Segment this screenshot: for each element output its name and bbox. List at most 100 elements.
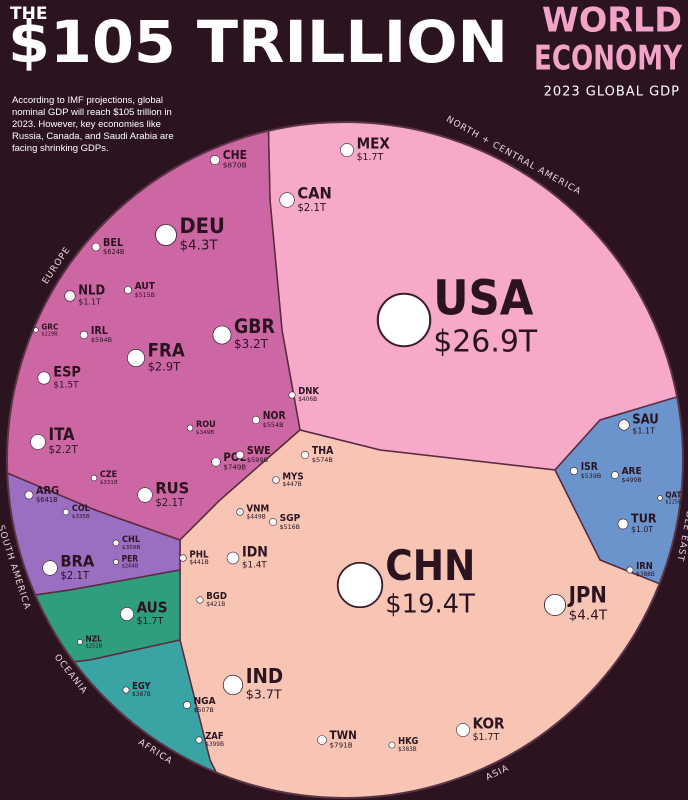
country-value: $229B	[41, 331, 58, 337]
country-name: COL	[72, 504, 90, 514]
country-name: GBR	[234, 315, 275, 338]
country-name: SGP	[280, 513, 301, 524]
country-name: ARE	[622, 466, 642, 477]
country-bubble	[33, 327, 39, 333]
country-name: JPN	[567, 584, 607, 609]
country-bubble	[79, 330, 89, 340]
country-bubble	[456, 723, 470, 737]
country-name: VNM	[246, 503, 269, 514]
country-value: $252B	[86, 643, 103, 649]
country-bubble	[236, 508, 244, 516]
country-bubble	[62, 508, 70, 516]
country-value: $3.2T	[234, 337, 269, 351]
country-value: $1.7T	[473, 732, 500, 743]
description: According to IMF projections, global nom…	[12, 95, 174, 154]
outline	[6, 121, 684, 799]
country-value: $624B	[103, 248, 125, 256]
country-bubble	[235, 450, 245, 460]
country-value: $1.7T	[357, 152, 384, 163]
country-value: $447B	[282, 481, 301, 488]
country-name: IND	[246, 664, 283, 688]
country-value: $641B	[36, 496, 58, 504]
country-bubble	[657, 495, 663, 501]
country-bubble	[222, 674, 244, 696]
country-bubble	[543, 593, 567, 617]
country-bubble	[226, 551, 240, 565]
country-value: $399B	[205, 742, 224, 748]
country-bubble	[618, 419, 630, 431]
country-bubble	[77, 639, 83, 645]
country-value: $507B	[194, 707, 214, 714]
country-value: $331B	[100, 480, 118, 486]
country-bubble	[300, 450, 310, 460]
country-name: CHE	[223, 148, 247, 162]
country-value: $406B	[298, 397, 317, 403]
subtitle: WORLD	[542, 1, 682, 41]
country-bubble	[179, 554, 187, 562]
country-value: $2.1T	[297, 203, 327, 214]
country-name: EGY	[132, 681, 151, 692]
country-value: $870B	[223, 161, 247, 170]
country-value: $349B	[196, 430, 214, 436]
country-bubble	[209, 154, 221, 166]
country-name: ESP	[53, 365, 81, 381]
country-value: $264B	[122, 564, 139, 570]
country-name: PER	[122, 553, 139, 563]
country-value: $335B	[72, 514, 90, 520]
country-value: $2.2T	[49, 444, 79, 456]
title-prefix: THE	[10, 4, 47, 24]
country-name: TWN	[329, 728, 356, 742]
country-value: $387B	[132, 692, 151, 698]
country-value: $441B	[189, 559, 208, 566]
country-value: $19.4T	[385, 589, 475, 619]
country-name: SAU	[632, 413, 658, 428]
country-name: BGD	[206, 591, 227, 602]
country-value: $26.9T	[433, 325, 538, 360]
country-bubble	[113, 559, 119, 565]
country-bubble	[24, 490, 34, 500]
country-bubble	[186, 424, 194, 432]
country-name: AUS	[137, 599, 168, 617]
country-name: THA	[312, 445, 334, 457]
country-value: $599B	[247, 456, 269, 464]
country-name: RUS	[155, 478, 189, 497]
country-name: MYS	[282, 471, 303, 482]
country-bubble	[611, 471, 619, 479]
country-bubble	[124, 286, 132, 294]
country-name: HKG	[398, 736, 418, 747]
country-bubble	[30, 434, 46, 450]
country-bubble	[317, 735, 327, 745]
country-value: $2.9T	[148, 359, 182, 373]
country-bubble	[617, 518, 629, 530]
country-name: IRL	[91, 325, 108, 337]
country-bubble	[336, 561, 384, 609]
country-bubble	[42, 560, 58, 576]
country-bubble	[90, 474, 98, 482]
country-name: ZAF	[205, 731, 224, 742]
country-value: $4.4T	[569, 608, 608, 624]
country-value: $359B	[122, 545, 140, 551]
country-name: IDN	[242, 545, 268, 561]
country-value: $449B	[246, 514, 265, 521]
chart-title: $105 TRILLION	[8, 8, 508, 76]
country-bubble	[212, 325, 232, 345]
country-bubble	[251, 415, 261, 425]
country-name: CZE	[100, 470, 117, 480]
country-name: GRC	[41, 321, 58, 331]
country-value: $499B	[622, 477, 642, 484]
country-bubble	[288, 391, 296, 399]
country-name: TUR	[631, 511, 657, 526]
country-value: $554B	[263, 421, 284, 429]
country-bubble	[37, 371, 51, 385]
country-bubble	[155, 224, 177, 246]
country-value: $594B	[91, 336, 113, 344]
country-value: $1.4T	[242, 560, 267, 570]
country-name: KOR	[473, 715, 505, 733]
country-name: AUT	[135, 281, 156, 292]
country-value: $421B	[206, 602, 225, 608]
country-name: ITA	[49, 425, 76, 444]
country-name: FRA	[148, 340, 185, 361]
country-bubble	[195, 736, 203, 744]
country-value: $1.5T	[53, 380, 79, 390]
country-name: ISR	[581, 461, 598, 473]
